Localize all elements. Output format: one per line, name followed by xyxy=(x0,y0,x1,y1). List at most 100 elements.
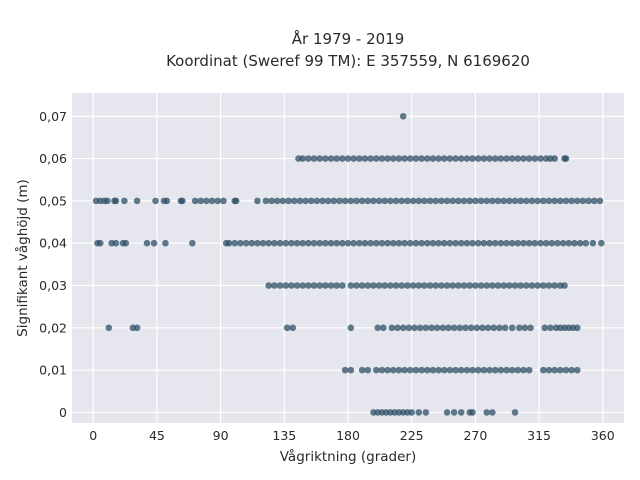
data-point xyxy=(562,366,570,374)
data-point xyxy=(412,239,420,247)
data-point xyxy=(571,239,578,247)
data-point xyxy=(511,409,519,416)
y-tick-label: 0,04 xyxy=(39,236,67,251)
data-point xyxy=(381,282,389,289)
x-axis-label: Vågriktning (grader) xyxy=(280,448,417,465)
data-point xyxy=(322,239,329,247)
data-point xyxy=(438,197,445,205)
data-point xyxy=(596,197,604,205)
data-point xyxy=(353,197,360,205)
data-point xyxy=(237,239,244,247)
data-point xyxy=(358,282,366,289)
data-point xyxy=(528,197,536,205)
data-point xyxy=(469,366,476,374)
data-point xyxy=(265,282,273,289)
data-point xyxy=(491,239,499,247)
data-point xyxy=(401,239,408,247)
data-point xyxy=(333,282,340,289)
data-point xyxy=(443,197,451,205)
data-point xyxy=(452,366,459,374)
data-point xyxy=(310,155,318,162)
data-point xyxy=(433,324,441,332)
data-point xyxy=(254,239,261,247)
data-point xyxy=(143,239,151,247)
data-point xyxy=(467,324,475,332)
data-point xyxy=(462,324,469,332)
data-point xyxy=(551,155,558,162)
data-point xyxy=(361,155,369,162)
data-point xyxy=(562,197,570,205)
data-point xyxy=(418,239,425,247)
data-point xyxy=(440,239,448,247)
data-point xyxy=(423,366,431,374)
data-point xyxy=(483,409,491,416)
data-point xyxy=(517,197,524,205)
data-point xyxy=(112,197,120,205)
data-point xyxy=(322,282,329,289)
data-point xyxy=(347,197,355,205)
data-point xyxy=(288,239,295,247)
data-point xyxy=(378,239,386,247)
data-point xyxy=(579,197,587,205)
data-point xyxy=(428,324,435,332)
data-point xyxy=(511,282,519,289)
x-tick-label: 90 xyxy=(213,428,229,443)
data-point xyxy=(490,324,498,332)
data-point xyxy=(364,197,372,205)
data-point xyxy=(452,155,459,162)
data-point xyxy=(440,155,448,162)
data-point xyxy=(356,155,363,162)
data-point xyxy=(551,197,558,205)
data-point xyxy=(283,324,291,332)
data-point xyxy=(336,197,343,205)
data-point xyxy=(446,366,454,374)
data-point xyxy=(501,324,509,332)
data-point xyxy=(353,282,360,289)
data-point xyxy=(551,282,558,289)
data-point xyxy=(305,282,312,289)
y-tick-label: 0,06 xyxy=(39,151,67,166)
data-point xyxy=(474,239,482,247)
data-point xyxy=(521,324,529,332)
x-tick-label: 225 xyxy=(400,428,424,443)
data-point xyxy=(542,239,550,247)
data-point xyxy=(503,239,510,247)
y-axis-label: Signifikant våghöjd (m) xyxy=(14,179,31,337)
y-tick-label: 0,01 xyxy=(39,363,67,378)
data-point xyxy=(480,155,488,162)
data-point xyxy=(162,239,169,247)
data-point xyxy=(288,282,295,289)
data-point xyxy=(460,197,468,205)
data-point xyxy=(429,239,437,247)
data-point xyxy=(276,239,284,247)
data-point xyxy=(341,366,349,374)
data-point xyxy=(503,155,510,162)
data-point xyxy=(506,282,513,289)
data-point xyxy=(412,366,420,374)
data-point xyxy=(421,282,428,289)
data-point xyxy=(248,239,256,247)
data-point xyxy=(133,197,141,205)
data-point xyxy=(494,282,502,289)
data-point xyxy=(537,239,544,247)
y-tick-label: 0,05 xyxy=(39,193,67,208)
data-point xyxy=(449,282,457,289)
data-point xyxy=(483,282,491,289)
data-point xyxy=(426,282,434,289)
data-point xyxy=(511,197,519,205)
data-point xyxy=(327,239,335,247)
data-point xyxy=(276,282,284,289)
data-point xyxy=(220,197,227,205)
data-point xyxy=(350,155,357,162)
data-point xyxy=(387,282,394,289)
data-point xyxy=(432,197,440,205)
data-point xyxy=(517,282,524,289)
x-tick-label: 315 xyxy=(527,428,551,443)
data-point xyxy=(333,155,340,162)
data-point xyxy=(503,366,510,374)
data-point xyxy=(395,155,403,162)
data-point xyxy=(573,366,581,374)
data-point xyxy=(561,282,568,289)
data-point xyxy=(341,197,349,205)
data-point xyxy=(225,239,233,247)
